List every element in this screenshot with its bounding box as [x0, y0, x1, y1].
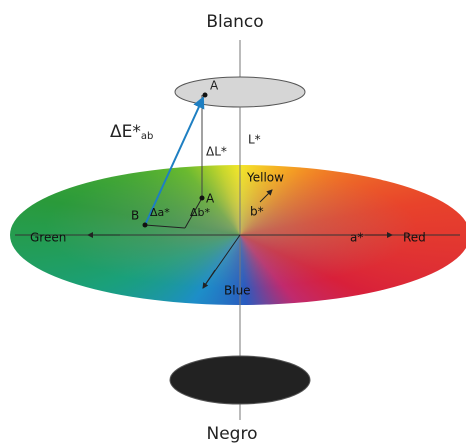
- white-disk: [175, 77, 305, 107]
- delta-e-label: ΔE*ab: [110, 122, 153, 142]
- white-label: Blanco: [206, 12, 263, 32]
- diagram: Blanco Negro A ΔE*ab ΔL* L* Yellow B Δa*…: [0, 0, 466, 445]
- delta-a-label: Δa*: [150, 206, 170, 219]
- b-axis-label: b*: [250, 205, 264, 219]
- red-label: Red: [403, 231, 426, 245]
- point-label: A: [210, 79, 219, 93]
- black-label: Negro: [207, 424, 258, 444]
- delta-l-label: ΔL*: [206, 145, 227, 159]
- delta-a-line: [145, 225, 185, 228]
- green-label: Green: [30, 231, 66, 245]
- a-axis-label: a*: [350, 231, 363, 245]
- yellow-label: Yellow: [246, 171, 284, 185]
- diagram-overlay: Blanco Negro A ΔE*ab ΔL* L* Yellow B Δa*…: [0, 0, 466, 445]
- delta-b-label: Δb*: [190, 206, 211, 219]
- delta-e-sub: ab: [141, 131, 153, 142]
- black-disk: [170, 356, 310, 404]
- point-label: B: [131, 209, 139, 223]
- point-b: [143, 223, 148, 228]
- delta-e-main: ΔE*: [110, 122, 141, 142]
- blue-label: Blue: [224, 284, 251, 298]
- point-label: A: [206, 192, 215, 206]
- point-a-top: [203, 93, 208, 98]
- yellow-arrow: [260, 190, 272, 202]
- point-a-low: [200, 196, 205, 201]
- l-axis-label: L*: [248, 133, 261, 147]
- blue-arrow: [203, 270, 215, 288]
